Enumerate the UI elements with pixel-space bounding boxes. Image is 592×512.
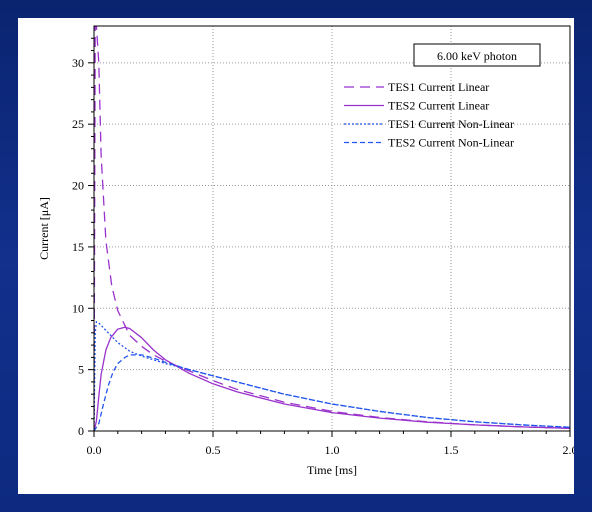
series-lines bbox=[94, 26, 570, 431]
legend-label-4: TES2 Current Non-Linear bbox=[388, 136, 514, 150]
x-tick-label: 1.0 bbox=[325, 443, 340, 457]
line-chart: 0.0 0.5 1.0 1.5 2.0 0 5 10 15 20 25 30 Time [ms] Cu… bbox=[37, 25, 575, 477]
y-tick-label: 5 bbox=[78, 363, 84, 377]
axis-ticks: 0.0 0.5 1.0 1.5 2.0 0 5 10 15 20 25 30 bbox=[72, 37, 575, 457]
series-line-4 bbox=[94, 354, 570, 431]
y-axis-title: Current [μA] bbox=[37, 197, 51, 260]
y-tick-label: 15 bbox=[72, 240, 84, 254]
x-axis-title: Time [ms] bbox=[307, 463, 357, 477]
series-line-2 bbox=[94, 326, 570, 431]
annotation-text: 6.00 keV photon bbox=[437, 49, 517, 63]
x-tick-label: 0.5 bbox=[206, 443, 221, 457]
y-tick-label: 20 bbox=[72, 179, 84, 193]
annotation-box: 6.00 keV photon bbox=[413, 43, 541, 67]
legend-label-1: TES1 Current Linear bbox=[388, 80, 489, 94]
legend: TES1 Current Linear TES2 Current Linear TE… bbox=[344, 80, 514, 150]
x-tick-label: 2.0 bbox=[563, 443, 575, 457]
x-tick-label: 0.0 bbox=[87, 443, 102, 457]
annotation-frame bbox=[413, 43, 541, 67]
chart-figure: 0.0 0.5 1.0 1.5 2.0 0 5 10 15 20 25 30 Time [ms] Cu… bbox=[18, 18, 574, 494]
y-tick-label: 30 bbox=[72, 56, 84, 70]
legend-label-3: TES1 Current Non-Linear bbox=[388, 117, 514, 131]
y-tick-label: 10 bbox=[72, 301, 84, 315]
grid-lines bbox=[93, 26, 571, 432]
x-tick-label: 1.5 bbox=[444, 443, 459, 457]
legend-label-2: TES2 Current Linear bbox=[388, 99, 489, 113]
y-tick-label: 25 bbox=[72, 117, 84, 131]
y-tick-label: 0 bbox=[78, 424, 84, 438]
